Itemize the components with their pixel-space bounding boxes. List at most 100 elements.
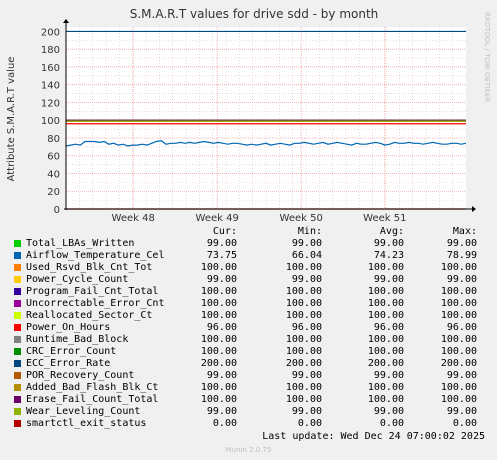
legend-series-name: Reallocated_Sector_Ct bbox=[26, 310, 153, 321]
y-tick-label: 80 bbox=[47, 134, 60, 145]
legend-rows: Total_LBAs_Written 99.00 99.00 99.00 99.00 Ai… bbox=[12, 238, 487, 430]
y-tick-label: 20 bbox=[47, 187, 60, 198]
legend-cur-value: 100.00 bbox=[200, 286, 237, 297]
legend-cur-value: 99.00 bbox=[206, 370, 237, 381]
legend-swatch bbox=[14, 372, 21, 379]
chart-area: S.M.A.R.T values for drive sdd - by mont… bbox=[6, 7, 491, 224]
legend-avg-value: 74.23 bbox=[373, 250, 404, 261]
legend-row: ECC_Error_Rate 200.00 200.00 200.00 200.00 bbox=[12, 358, 487, 370]
legend-avg-value: 99.00 bbox=[373, 406, 404, 417]
legend-swatch bbox=[14, 420, 21, 427]
legend-min-value: 100.00 bbox=[285, 334, 322, 345]
legend-cur-value: 100.00 bbox=[200, 298, 237, 309]
legend-min-value: 0.00 bbox=[297, 418, 322, 429]
legend-swatch bbox=[14, 300, 21, 307]
legend-avg-value: 100.00 bbox=[367, 262, 404, 273]
legend-row: Reallocated_Sector_Ct 100.00 100.00 100.00 1… bbox=[12, 310, 487, 322]
legend-swatch bbox=[14, 264, 21, 271]
legend-min-value: 99.00 bbox=[291, 274, 322, 285]
legend-max-value: 100.00 bbox=[440, 382, 477, 393]
legend-series-name: ECC_Error_Rate bbox=[26, 358, 111, 369]
legend-max-value: 200.00 bbox=[440, 358, 477, 369]
y-ticks: 0 20 40 60 80 100 120 140 160 180 200 bbox=[41, 27, 60, 216]
legend-row: Power_On_Hours 96.00 96.00 96.00 96.00 bbox=[12, 322, 487, 334]
rrdtool-credit: RRDTOOL / TOBI OETIKER bbox=[483, 12, 491, 102]
legend-swatch bbox=[14, 336, 21, 343]
legend-cur-value: 100.00 bbox=[200, 262, 237, 273]
legend-series-name: Runtime_Bad_Block bbox=[26, 334, 129, 345]
legend-max-value: 99.00 bbox=[446, 370, 477, 381]
x-tick-label: Week 49 bbox=[196, 213, 239, 224]
legend-series-name: Used_Rsvd_Blk_Cnt_Tot bbox=[26, 262, 153, 273]
legend-row: Used_Rsvd_Blk_Cnt_Tot 100.00 100.00 100.00 1… bbox=[12, 262, 487, 274]
y-tick-label: 120 bbox=[41, 98, 60, 109]
legend-row: POR_Recovery_Count 99.00 99.00 99.00 99.00 bbox=[12, 370, 487, 382]
legend-series-name: Wear_Leveling_Count bbox=[26, 406, 141, 417]
legend-row: Uncorrectable_Error_Cnt 100.00 100.00 100.0… bbox=[12, 298, 487, 310]
legend-avg-value: 96.00 bbox=[373, 322, 404, 333]
legend-max-value: 100.00 bbox=[440, 298, 477, 309]
legend-row: Power_Cycle_Count 99.00 99.00 99.00 99.00 bbox=[12, 274, 487, 286]
legend-cur-value: 99.00 bbox=[206, 238, 237, 249]
legend-cur-value: 100.00 bbox=[200, 310, 237, 321]
legend-row: Total_LBAs_Written 99.00 99.00 99.00 99.00 bbox=[12, 238, 487, 250]
legend-series-name: smartctl_exit_status bbox=[26, 418, 147, 429]
legend-row: Airflow_Temperature_Cel 73.75 66.04 74.23 78… bbox=[12, 250, 487, 262]
legend-min-value: 100.00 bbox=[285, 298, 322, 309]
legend-min-value: 96.00 bbox=[291, 322, 322, 333]
legend-swatch bbox=[14, 324, 21, 331]
legend-max-value: 100.00 bbox=[440, 262, 477, 273]
legend-cur-value: 100.00 bbox=[200, 334, 237, 345]
col-max-header: Max: bbox=[452, 226, 477, 237]
legend-max-value: 99.00 bbox=[446, 274, 477, 285]
legend-swatch bbox=[14, 384, 21, 391]
legend-cur-value: 99.00 bbox=[206, 274, 237, 285]
legend-header: Cur: Min: Avg: Max: bbox=[12, 226, 487, 238]
x-tick-label: Week 51 bbox=[363, 213, 406, 224]
legend-min-value: 99.00 bbox=[291, 370, 322, 381]
legend-min-value: 100.00 bbox=[285, 262, 322, 273]
legend-series-name: Program_Fail_Cnt_Total bbox=[26, 286, 159, 297]
y-tick-label: 60 bbox=[47, 152, 60, 163]
legend-series-name: POR_Recovery_Count bbox=[26, 370, 135, 381]
x-ticks: Week 48 Week 49 Week 50 Week 51 bbox=[112, 213, 407, 224]
legend-cur-value: 100.00 bbox=[200, 382, 237, 393]
legend-cur-value: 96.00 bbox=[206, 322, 237, 333]
legend-row: Runtime_Bad_Block 100.00 100.00 100.00 100.0… bbox=[12, 334, 487, 346]
legend: Cur: Min: Avg: Max: Total_LBAs_Written 99… bbox=[12, 226, 487, 430]
legend-series-name: Power_On_Hours bbox=[26, 322, 111, 333]
legend-avg-value: 100.00 bbox=[367, 286, 404, 297]
legend-series-name: Total_LBAs_Written bbox=[26, 238, 135, 249]
legend-min-value: 100.00 bbox=[285, 346, 322, 357]
y-tick-label: 200 bbox=[41, 27, 60, 38]
munin-version: Munin 2.0.75 bbox=[225, 446, 272, 454]
legend-min-value: 100.00 bbox=[285, 286, 322, 297]
y-axis-label: Attribute S.M.A.R.T value bbox=[6, 57, 17, 182]
legend-series-name: Power_Cycle_Count bbox=[26, 274, 129, 285]
legend-swatch bbox=[14, 276, 21, 283]
x-axis-arrow bbox=[472, 206, 476, 212]
legend-cur-value: 100.00 bbox=[200, 394, 237, 405]
col-avg-header: Avg: bbox=[379, 226, 404, 237]
legend-cur-value: 0.00 bbox=[212, 418, 237, 429]
legend-row: Program_Fail_Cnt_Total 100.00 100.00 100.00… bbox=[12, 286, 487, 298]
legend-swatch bbox=[14, 288, 21, 295]
legend-series-name: CRC_Error_Count bbox=[26, 346, 117, 357]
y-tick-label: 160 bbox=[41, 63, 60, 74]
legend-swatch bbox=[14, 348, 21, 355]
legend-swatch bbox=[14, 408, 21, 415]
legend-max-value: 96.00 bbox=[446, 322, 477, 333]
y-tick-label: 180 bbox=[41, 45, 60, 56]
legend-avg-value: 99.00 bbox=[373, 274, 404, 285]
legend-series-name: Airflow_Temperature_Cel bbox=[26, 250, 165, 261]
legend-row: Erase_Fail_Count_Total 100.00 100.00 100.00… bbox=[12, 394, 487, 406]
legend-cur-value: 100.00 bbox=[200, 346, 237, 357]
legend-min-value: 100.00 bbox=[285, 394, 322, 405]
legend-max-value: 100.00 bbox=[440, 394, 477, 405]
x-tick-label: Week 48 bbox=[112, 213, 155, 224]
legend-swatch bbox=[14, 252, 21, 259]
chart-title: S.M.A.R.T values for drive sdd - by mont… bbox=[130, 7, 379, 21]
legend-avg-value: 100.00 bbox=[367, 334, 404, 345]
axes bbox=[63, 19, 476, 212]
legend-min-value: 99.00 bbox=[291, 238, 322, 249]
